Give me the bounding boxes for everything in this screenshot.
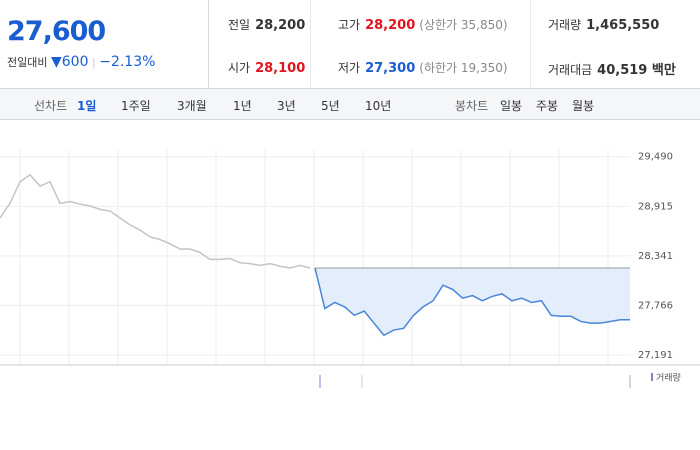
y-tick-label: 28,915 bbox=[638, 201, 673, 212]
down-icon: ▼ bbox=[50, 54, 62, 70]
y-tick-label: 27,191 bbox=[638, 350, 673, 361]
stat-label: 고가 bbox=[338, 18, 361, 32]
stat-value: 40,519 백만 bbox=[597, 63, 676, 78]
tab[interactable]: 1주일 bbox=[121, 99, 151, 113]
stat-label: 전일 bbox=[228, 18, 251, 32]
stat-label: 저가 bbox=[338, 61, 361, 75]
change-label: 전일대비 bbox=[7, 56, 48, 69]
stat-note: (상한가 35,850) bbox=[419, 18, 508, 32]
stat-label: 거래량 bbox=[548, 18, 582, 32]
tab[interactable]: 1일 bbox=[77, 99, 97, 113]
stat-label: 거래대금 bbox=[548, 63, 593, 77]
y-tick-label: 28,341 bbox=[638, 251, 673, 262]
change-value: 600 bbox=[61, 54, 89, 70]
stat-value: 27,300 bbox=[365, 61, 416, 76]
area-fill bbox=[315, 267, 630, 336]
tab[interactable]: 5년 bbox=[321, 99, 340, 113]
price: 27,600 bbox=[7, 16, 106, 47]
stat-note: (하한가 19,350) bbox=[419, 61, 508, 75]
tab[interactable]: 일봉 bbox=[500, 99, 523, 113]
divider bbox=[310, 0, 311, 88]
price-line bbox=[314, 267, 630, 337]
tab-group-label: 봉차트 bbox=[455, 99, 489, 113]
stat-value: 1,465,550 bbox=[586, 18, 660, 33]
stat: 저가 27,300 (하한가 19,350) bbox=[338, 59, 508, 76]
stat: 고가 28,200 (상한가 35,850) bbox=[338, 16, 508, 33]
tab[interactable]: 3개월 bbox=[177, 99, 207, 113]
stat: 전일 28,200 bbox=[228, 16, 305, 33]
stat-label: 시가 bbox=[228, 61, 251, 75]
change-pct: −2.13% bbox=[99, 54, 156, 70]
stat-value: 28,200 bbox=[255, 18, 306, 33]
tab-bar: 선차트 1일 1주일 3개월 1년 3년 5년 10년 봉차트 일봉 주봉 월봉 bbox=[0, 89, 700, 120]
divider bbox=[530, 0, 531, 88]
stat: 거래량 1,465,550 bbox=[548, 16, 659, 33]
legend-swatch bbox=[651, 373, 653, 381]
stat-value: 28,100 bbox=[255, 61, 306, 76]
legend: 거래량 bbox=[656, 372, 681, 384]
tab[interactable]: 3년 bbox=[277, 99, 296, 113]
change: 전일대비 ▼600 | −2.13% bbox=[7, 54, 156, 70]
header: 27,600 전일대비 ▼600 | −2.13% 전일 28,200 고가 28,2… bbox=[0, 0, 700, 89]
price-line-previous bbox=[0, 173, 311, 269]
stat: 시가 28,100 bbox=[228, 59, 305, 76]
tab[interactable]: 주봉 bbox=[536, 99, 559, 113]
y-tick-label: 29,490 bbox=[638, 152, 673, 163]
tab-group-label: 선차트 bbox=[34, 99, 68, 113]
y-tick-label: 27,766 bbox=[638, 300, 673, 311]
stat-value: 28,200 bbox=[365, 18, 416, 33]
chart: 29,490 28,915 28,341 27,766 27,191 거래량 bbox=[0, 150, 700, 388]
tab[interactable]: 월봉 bbox=[572, 99, 595, 113]
tab[interactable]: 1년 bbox=[233, 99, 252, 113]
tab[interactable]: 10년 bbox=[365, 99, 392, 113]
stat: 거래대금 40,519 백만 bbox=[548, 59, 676, 78]
price-box: 27,600 전일대비 ▼600 | −2.13% bbox=[0, 0, 209, 88]
